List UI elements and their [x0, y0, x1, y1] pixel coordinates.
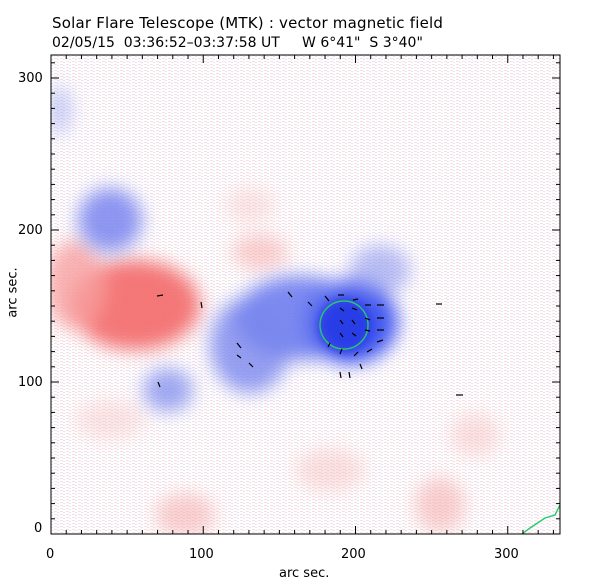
x-tick-label-300: 300	[494, 547, 519, 562]
positive-region	[295, 448, 365, 492]
vector-field	[156, 291, 463, 396]
positive-region	[155, 493, 215, 534]
positive-region	[232, 234, 288, 270]
y-tick-label-200: 200	[18, 223, 43, 238]
positive-region	[225, 187, 275, 223]
limb-contour	[521, 504, 560, 534]
y-tick-label-300: 300	[18, 71, 43, 86]
sunspot-core	[317, 297, 373, 353]
plot-title: Solar Flare Telescope (MTK) : vector mag…	[52, 14, 444, 32]
y-tick-label-0: 0	[34, 521, 43, 536]
negative-region	[78, 188, 142, 252]
y-tick-label-100: 100	[18, 375, 43, 390]
negative-region	[350, 245, 410, 295]
negative-region	[210, 297, 290, 393]
positive-region	[51, 240, 105, 330]
plot-frame	[50, 54, 561, 535]
negative-region	[143, 368, 193, 412]
magnetogram-image	[51, 55, 560, 534]
positive-region	[75, 400, 145, 440]
x-tick-label-200: 200	[341, 547, 366, 562]
x-axis-label: arc sec.	[279, 566, 330, 581]
negative-region	[51, 85, 72, 135]
x-tick-label-100: 100	[189, 547, 214, 562]
axis-ticks	[50, 55, 560, 535]
positive-region	[450, 413, 500, 457]
x-tick-label-0: 0	[46, 547, 55, 562]
y-axis-label: arc sec.	[5, 267, 21, 318]
umbra-contour	[319, 300, 369, 350]
positive-region	[415, 477, 465, 533]
plot-subtitle: 02/05/15 03:36:52–03:37:58 UT W 6°41" S …	[52, 35, 423, 51]
